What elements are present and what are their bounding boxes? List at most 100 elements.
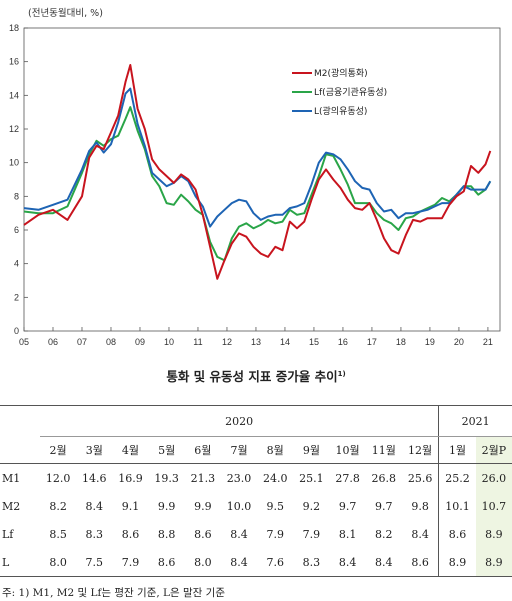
x-tick-label: 11 [193, 337, 202, 347]
series-line [23, 87, 492, 228]
month-header: 7월 [220, 436, 258, 464]
x-tick-label: 19 [425, 337, 435, 347]
plot-frame [23, 27, 501, 332]
table-row: M1 12.0 14.6 16.9 19.3 21.3 23.0 24.0 25… [0, 463, 512, 492]
table-cell: 24.0 [262, 471, 288, 485]
x-tick-label: 13 [251, 337, 261, 347]
month-header: 6월 [184, 436, 221, 464]
table-cell: 7.9 [266, 527, 284, 541]
table-cell: 8.4 [220, 548, 258, 577]
table-cell: 8.6 [121, 527, 140, 541]
table-cell: 23.0 [226, 471, 252, 485]
table-cell: 25.1 [299, 471, 324, 485]
y-unit-label: (전년동월대비, %) [28, 7, 103, 19]
table-cell: 25.6 [407, 471, 433, 485]
table-cell: 8.6 [148, 548, 185, 577]
table-cell: 7.6 [257, 548, 294, 577]
x-tick-label: 18 [396, 337, 406, 347]
table-cell: 8.3 [293, 548, 330, 577]
month-header: 4월 [112, 436, 149, 464]
y-tick-label: 16 [9, 57, 19, 67]
x-tick-label: 17 [367, 337, 377, 347]
line-chart: (전년동월대비, %) 0 2 4 6 8 10 12 14 16 18 05 06 07 08 09 10 11… [9, 7, 501, 347]
series-line [23, 64, 492, 280]
caption-note-mark: 1) [337, 369, 346, 378]
data-table: 2020 2021 2월 3월 4월 5월 6월 7월 8월 9월 10월 11… [0, 405, 512, 577]
table-cell: 8.9 [475, 520, 512, 548]
table-cell: 27.8 [335, 471, 360, 485]
month-header: 9월 [293, 436, 330, 464]
x-tick-label: 20 [454, 337, 464, 347]
table-cell: 9.2 [302, 499, 321, 513]
month-header: 1월 [438, 436, 476, 464]
table-cell: 10.1 [438, 492, 476, 520]
month-header: 8월 [257, 436, 294, 464]
table-row: M2 8.2 8.4 9.1 9.9 9.9 10.0 9.5 9.2 9.7 … [0, 492, 512, 520]
y-tick-label: 2 [14, 292, 19, 302]
year-2020-header: 2020 [40, 405, 439, 437]
table-cell: 8.5 [49, 527, 67, 541]
y-tick-label: 14 [9, 90, 19, 100]
table-cell: 26.8 [371, 471, 397, 485]
table-cell: 8.3 [85, 527, 104, 541]
table-cell: 8.4 [365, 548, 402, 577]
row-label: M1 [2, 471, 21, 485]
x-tick-label: 06 [48, 337, 58, 347]
corner-cell [0, 405, 40, 437]
table-cell: 10.0 [226, 499, 252, 513]
table-cell: 8.0 [184, 548, 221, 577]
x-tick-label: 07 [77, 337, 87, 347]
year-header-row: 2020 2021 [0, 405, 512, 437]
row-label: M2 [2, 499, 21, 513]
table-cell: 8.4 [411, 527, 429, 541]
x-tick-label: 08 [106, 337, 116, 347]
table-cell: 8.6 [438, 520, 476, 548]
table-cell: 12.0 [45, 471, 71, 485]
y-tick-label: 0 [14, 326, 19, 336]
y-tick-label: 8 [14, 191, 19, 201]
table-cell: 8.6 [401, 548, 439, 577]
table-cell: 9.5 [266, 499, 284, 513]
year-2021-header: 2021 [438, 405, 512, 437]
table-cell: 8.6 [194, 527, 212, 541]
x-tick-label: 09 [135, 337, 145, 347]
month-corner-cell [0, 436, 40, 464]
table-cell: 10.7 [475, 492, 512, 520]
y-tick-label: 6 [14, 225, 19, 235]
legend-label: Lf(금융기관유동성) [314, 87, 387, 98]
table-cell: 9.7 [338, 499, 357, 513]
table-cell: 19.3 [154, 471, 179, 485]
month-header: 12월 [401, 436, 439, 464]
y-tick-label: 4 [14, 259, 19, 269]
month-header: 3월 [76, 436, 113, 464]
month-header-row: 2월 3월 4월 5월 6월 7월 8월 9월 10월 11월 12월 1월 2… [0, 436, 512, 464]
x-tick-label: 21 [483, 337, 493, 347]
x-tick-label: 12 [222, 337, 232, 347]
table-cell: 9.7 [375, 499, 393, 513]
month-header: 2월 [40, 436, 77, 464]
y-tick-label: 12 [9, 124, 19, 134]
x-tick-label: 16 [338, 337, 348, 347]
y-tick-label: 10 [9, 158, 19, 168]
month-header: 11월 [365, 436, 402, 464]
x-tick-label: 15 [309, 337, 319, 347]
table-cell: 9.9 [194, 499, 212, 513]
series-line [23, 106, 492, 262]
table-cell: 8.4 [329, 548, 366, 577]
table-cell: 8.2 [49, 499, 67, 513]
table-row: L 8.0 7.5 7.9 8.6 8.0 8.4 7.6 8.3 8.4 8.… [0, 548, 512, 577]
table-row: Lf 8.5 8.3 8.6 8.8 8.6 8.4 7.9 7.9 8.1 8… [0, 520, 512, 548]
table-cell: 21.3 [190, 471, 216, 485]
y-tick-label: 18 [9, 23, 19, 33]
table-cell: 7.9 [302, 527, 321, 541]
table-cell: 8.8 [157, 527, 176, 541]
table-cell: 9.9 [157, 499, 176, 513]
chart-caption: 통화 및 유동성 지표 증가율 추이1) [0, 366, 512, 385]
x-tick-label: 05 [19, 337, 29, 347]
table-cell: 7.5 [76, 548, 113, 577]
table-cell: 9.8 [411, 499, 429, 513]
table-cell: 8.4 [230, 527, 248, 541]
legend-label: M2(광의통화) [314, 67, 368, 79]
table-cell: 26.0 [475, 463, 512, 492]
table-cell: 7.9 [112, 548, 149, 577]
